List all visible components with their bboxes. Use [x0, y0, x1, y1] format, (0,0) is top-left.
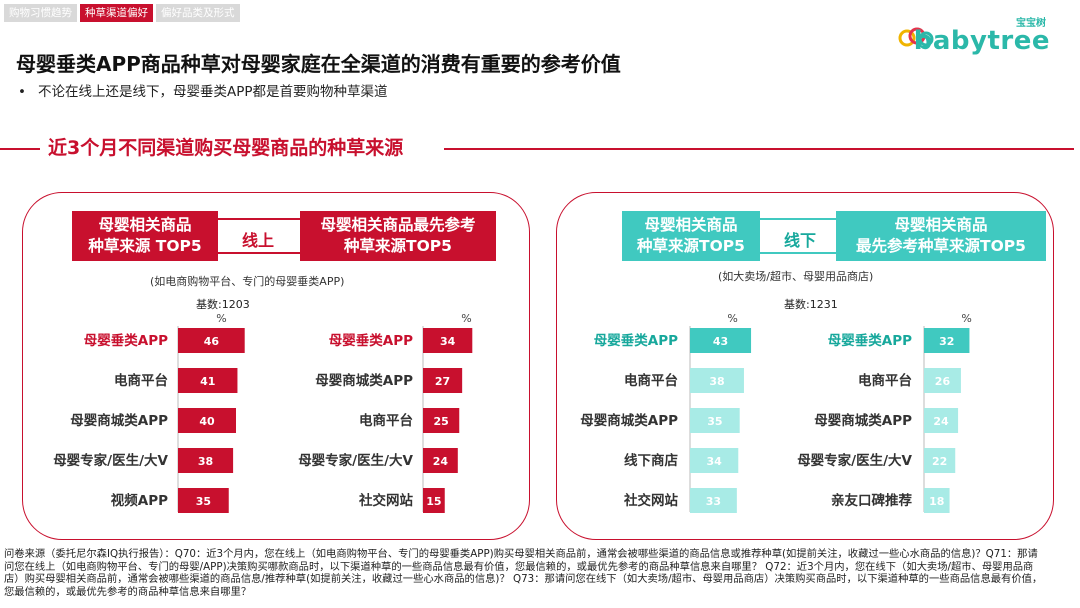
section-rule-right — [444, 148, 1074, 150]
bar — [423, 488, 445, 513]
bullet-text: 不论在线上还是线下，母婴垂类APP都是首要购物种草渠道 — [37, 84, 388, 100]
value-label: 46 — [204, 335, 220, 348]
logo-en-text: babytree — [913, 26, 1050, 56]
value-label: 24 — [933, 415, 949, 428]
bar — [178, 448, 234, 473]
bar — [924, 448, 956, 473]
value-label: 33 — [706, 495, 721, 508]
category-label: 母婴垂类APP — [594, 332, 678, 349]
offline-top5-chart: % 母婴垂类APP 43 电商平台 38 母婴商城类APP 35 线下商店 34 社交网站 33 — [580, 312, 752, 513]
category-label: 母婴垂类APP — [329, 332, 413, 349]
value-label: 40 — [199, 415, 215, 428]
value-label: 43 — [713, 335, 728, 348]
bar — [690, 448, 739, 473]
online-note: (如电商购物平台、专门的母婴垂类APP) — [150, 275, 345, 288]
category-label: 线下商店 — [624, 452, 678, 469]
value-label: 18 — [929, 495, 944, 508]
value-label: 34 — [706, 455, 722, 468]
bar — [423, 448, 458, 473]
category-label: 母婴专家/医生/大V — [298, 452, 413, 469]
offline-panel — [556, 192, 1054, 540]
category-label: 电商平台 — [858, 372, 912, 389]
unit-label: % — [461, 312, 471, 325]
value-label: 32 — [939, 335, 954, 348]
bar — [178, 368, 238, 393]
category-label: 电商平台 — [359, 412, 413, 429]
category-label: 母婴商城类APP — [580, 412, 678, 429]
value-label: 26 — [935, 375, 951, 388]
category-label: 电商平台 — [114, 372, 168, 389]
value-label: 22 — [932, 455, 947, 468]
category-label: 视频APP — [111, 492, 168, 509]
bullet-dot: • — [18, 84, 26, 100]
tab-category-preference[interactable]: 偏好品类及形式 — [156, 4, 240, 22]
logo-cn-text: 宝宝树 — [1016, 18, 1046, 29]
category-label: 母婴商城类APP — [70, 412, 168, 429]
category-label: 母婴专家/医生/大V — [797, 452, 912, 469]
offline-first-ref-chart: % 母婴垂类APP 32 电商平台 26 母婴商城类APP 24 母婴专家/医生/大V 22 亲友… — [797, 312, 972, 513]
bar — [690, 488, 737, 513]
bar — [178, 488, 229, 513]
bar — [924, 328, 970, 353]
tab-shopping-trends[interactable]: 购物习惯趋势 — [4, 4, 77, 22]
unit-label: % — [727, 312, 737, 325]
category-label: 母婴专家/医生/大V — [53, 452, 168, 469]
value-label: 15 — [426, 495, 441, 508]
online-label: 线上 — [242, 231, 275, 250]
page-title: 母婴垂类APP商品种草对母婴家庭在全渠道的消费有重要的参考价值 — [16, 52, 621, 76]
online-top5-chart: % 母婴垂类APP 46 电商平台 41 母婴商城类APP 40 母婴专家/医生/大V 38 视频… — [53, 312, 245, 513]
unit-label: % — [961, 312, 971, 325]
value-label: 41 — [200, 375, 215, 388]
value-label: 35 — [196, 495, 211, 508]
offline-box-left: 母婴相关商品 种草来源TOP5 — [622, 211, 760, 261]
category-label: 母婴垂类APP — [84, 332, 168, 349]
offline-note: (如大卖场/超市、母婴用品商店) — [718, 270, 874, 283]
value-label: 38 — [198, 455, 213, 468]
category-label: 母婴商城类APP — [814, 412, 912, 429]
category-label: 社交网站 — [358, 492, 413, 509]
bar — [690, 408, 740, 433]
online-panel — [22, 192, 530, 540]
babytree-logo: 宝宝树 babytree — [898, 14, 1050, 56]
value-label: 34 — [440, 335, 456, 348]
category-label: 母婴商城类APP — [315, 372, 413, 389]
bar — [924, 368, 961, 393]
online-connector — [218, 218, 300, 254]
section-rule-left — [0, 148, 40, 150]
category-label: 亲友口碑推荐 — [831, 492, 912, 509]
bar — [423, 368, 463, 393]
tab-bar: 购物习惯趋势 种草渠道偏好 偏好品类及形式 — [4, 4, 240, 22]
bar — [423, 408, 460, 433]
category-label: 母婴垂类APP — [828, 332, 912, 349]
bar — [178, 408, 236, 433]
offline-box-right: 母婴相关商品 最先参考种草来源TOP5 — [836, 211, 1046, 261]
value-label: 24 — [433, 455, 449, 468]
value-label: 35 — [707, 415, 722, 428]
babytree-logo-mark — [898, 27, 934, 47]
value-label: 25 — [433, 415, 448, 428]
tab-channel-preference[interactable]: 种草渠道偏好 — [80, 4, 153, 22]
bar — [924, 408, 959, 433]
bar — [690, 368, 744, 393]
category-label: 电商平台 — [624, 372, 678, 389]
bullet-point: • 不论在线上还是线下，母婴垂类APP都是首要购物种草渠道 — [18, 80, 388, 100]
value-label: 27 — [435, 375, 450, 388]
online-box-right: 母婴相关商品最先参考 种草来源TOP5 — [300, 211, 496, 261]
unit-label: % — [216, 312, 226, 325]
footnote: 问卷来源（委托尼尔森IQ执行报告）：Q70：近3个月内，您在线上（如电商购物平台… — [4, 548, 1043, 598]
bar — [178, 328, 245, 353]
offline-base: 基数:1231 — [784, 298, 838, 311]
value-label: 38 — [709, 375, 724, 388]
online-first-ref-chart: % 母婴垂类APP 34 母婴商城类APP 27 电商平台 25 母婴专家/医生/大V 24 社交… — [298, 312, 473, 513]
category-label: 社交网站 — [623, 492, 678, 509]
offline-connector — [760, 218, 836, 254]
offline-label: 线下 — [784, 231, 817, 250]
online-base: 基数:1203 — [196, 298, 250, 311]
bar — [924, 488, 950, 513]
online-box-left: 母婴相关商品 种草来源 TOP5 — [72, 211, 218, 261]
bar — [423, 328, 473, 353]
section-title: 近3个月不同渠道购买母婴商品的种草来源 — [48, 137, 404, 159]
bar — [690, 328, 752, 353]
